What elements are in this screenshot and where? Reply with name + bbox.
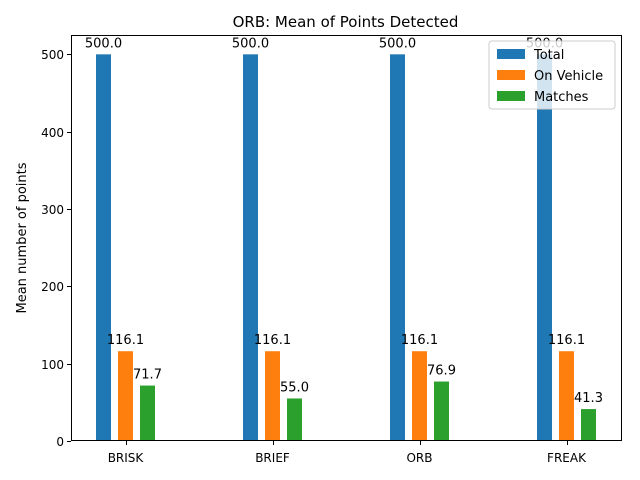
bar-freak-on-vehicle bbox=[559, 351, 574, 441]
x-tick-label-orb: ORB bbox=[406, 451, 432, 465]
y-tick-label: 300 bbox=[41, 203, 64, 217]
bar-brief-matches bbox=[287, 398, 302, 441]
legend-label-matches: Matches bbox=[534, 90, 589, 105]
legend-swatch-total bbox=[497, 49, 525, 59]
data-label-brisk-matches: 71.7 bbox=[133, 368, 162, 383]
bar-brief-on-vehicle bbox=[265, 351, 280, 441]
data-label-orb-matches: 76.9 bbox=[427, 364, 456, 379]
data-label-freak-matches: 41.3 bbox=[574, 391, 603, 406]
data-label-freak-on-vehicle: 116.1 bbox=[548, 333, 585, 348]
legend-swatch-on-vehicle bbox=[497, 70, 525, 80]
bar-brisk-on-vehicle bbox=[118, 351, 133, 441]
y-axis-label: Mean number of points bbox=[15, 162, 30, 313]
bar-orb-total bbox=[390, 54, 405, 441]
data-label-orb-total: 500.0 bbox=[379, 36, 416, 51]
chart-title: ORB: Mean of Points Detected bbox=[233, 13, 459, 31]
bar-orb-on-vehicle bbox=[412, 351, 427, 441]
y-tick-label: 200 bbox=[41, 280, 64, 294]
x-tick-label-brisk: BRISK bbox=[108, 451, 145, 465]
legend-label-total: Total bbox=[533, 48, 564, 63]
x-tick-label-freak: FREAK bbox=[547, 451, 587, 465]
bar-brisk-total bbox=[96, 54, 111, 441]
data-labels-layer: 500.0500.0500.0500.0116.1116.1116.1116.1… bbox=[85, 36, 603, 406]
y-tick-label: 500 bbox=[41, 48, 64, 62]
data-label-orb-on-vehicle: 116.1 bbox=[401, 333, 438, 348]
bar-freak-total bbox=[537, 54, 552, 441]
bars-layer bbox=[96, 54, 596, 441]
y-tick-label: 0 bbox=[56, 435, 64, 449]
bar-brief-total bbox=[243, 54, 258, 441]
bar-freak-matches bbox=[581, 409, 596, 441]
bar-orb-matches bbox=[434, 381, 449, 441]
y-tick-label: 400 bbox=[41, 126, 64, 140]
x-tick-label-brief: BRIEF bbox=[255, 451, 290, 465]
axes-layer: 0 100 200 300 400 500 BRISK BRIEF ORB FREAK bbox=[41, 35, 622, 465]
data-label-brisk-on-vehicle: 116.1 bbox=[107, 333, 144, 348]
data-label-brief-total: 500.0 bbox=[232, 36, 269, 51]
data-label-brief-matches: 55.0 bbox=[280, 380, 309, 395]
y-tick-label: 100 bbox=[41, 358, 64, 372]
data-label-brisk-total: 500.0 bbox=[85, 36, 122, 51]
data-label-brief-on-vehicle: 116.1 bbox=[254, 333, 291, 348]
legend-label-on-vehicle: On Vehicle bbox=[534, 69, 603, 84]
plot-frame bbox=[71, 35, 622, 441]
legend-swatch-matches bbox=[497, 91, 525, 101]
bar-brisk-matches bbox=[140, 385, 155, 441]
legend: Total On Vehicle Matches bbox=[488, 40, 616, 110]
